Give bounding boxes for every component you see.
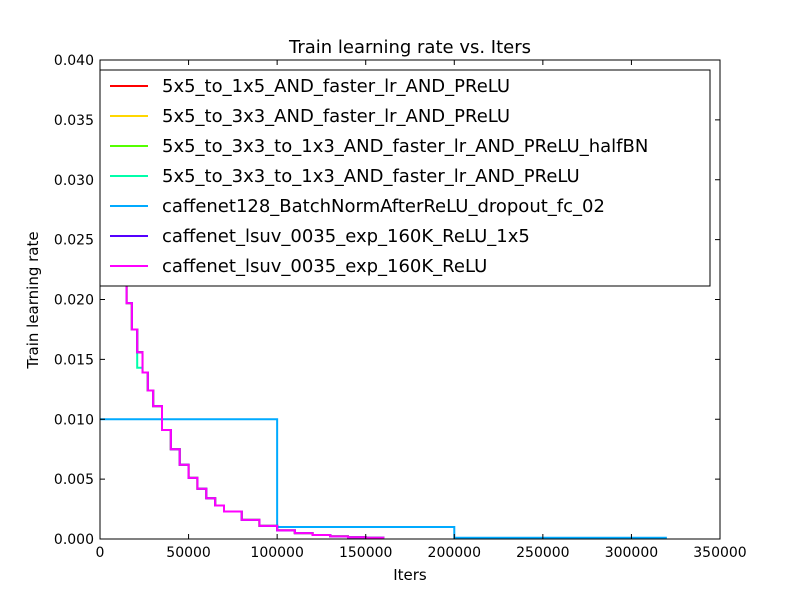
y-tick-label: 0.040 <box>54 53 94 69</box>
plot-area: 0 50000 100000 150000 200000 250000 300000 3500… <box>54 53 747 561</box>
chart-title: Train learning rate vs. Iters <box>288 37 531 58</box>
x-tick-label: 150000 <box>339 545 392 561</box>
legend-label: caffenet128_BatchNormAfterReLU_dropout_f… <box>162 196 605 217</box>
x-axis-label: Iters <box>393 566 427 584</box>
legend-label: 5x5_to_3x3_to_1x3_AND_faster_lr_AND_PReL… <box>162 166 580 187</box>
y-tick-label: 0.025 <box>54 233 94 249</box>
y-tick-label: 0.030 <box>54 173 94 189</box>
y-tick-label: 0.035 <box>54 113 94 129</box>
legend-frame <box>99 69 711 287</box>
y-tick-label: 0.015 <box>54 352 94 368</box>
x-tick-label: 300000 <box>605 545 658 561</box>
legend-label: 5x5_to_3x3_to_1x3_AND_faster_lr_AND_PReL… <box>162 136 648 157</box>
x-tick-label: 250000 <box>516 545 569 561</box>
x-tick-label: 100000 <box>250 545 303 561</box>
y-tick-label: 0.020 <box>54 293 94 309</box>
y-tick-label: 0.010 <box>54 412 94 428</box>
legend-label: caffenet_lsuv_0035_exp_160K_ReLU <box>162 256 487 277</box>
y-tick-label: 0.005 <box>54 472 94 488</box>
x-tick-label: 50000 <box>166 545 211 561</box>
y-axis-ticks: 0.000 0.005 0.010 0.015 0.020 0.025 0.030 0.035… <box>54 53 720 548</box>
legend-label: caffenet_lsuv_0035_exp_160K_ReLU_1x5 <box>162 226 530 247</box>
x-tick-label: 350000 <box>693 545 746 561</box>
y-axis-label: Train learning rate <box>24 231 42 369</box>
x-axis-ticks: 0 50000 100000 150000 200000 250000 300000 3500… <box>96 60 747 561</box>
legend-label: 5x5_to_1x5_AND_faster_lr_AND_PReLU <box>162 76 510 97</box>
x-tick-label: 0 <box>96 545 105 561</box>
legend: 5x5_to_1x5_AND_faster_lr_AND_PReLU 5x5_to… <box>99 69 711 287</box>
legend-label: 5x5_to_3x3_AND_faster_lr_AND_PReLU <box>162 106 510 127</box>
y-tick-label: 0.000 <box>54 532 94 548</box>
series-line <box>100 418 667 539</box>
x-tick-label: 200000 <box>428 545 481 561</box>
